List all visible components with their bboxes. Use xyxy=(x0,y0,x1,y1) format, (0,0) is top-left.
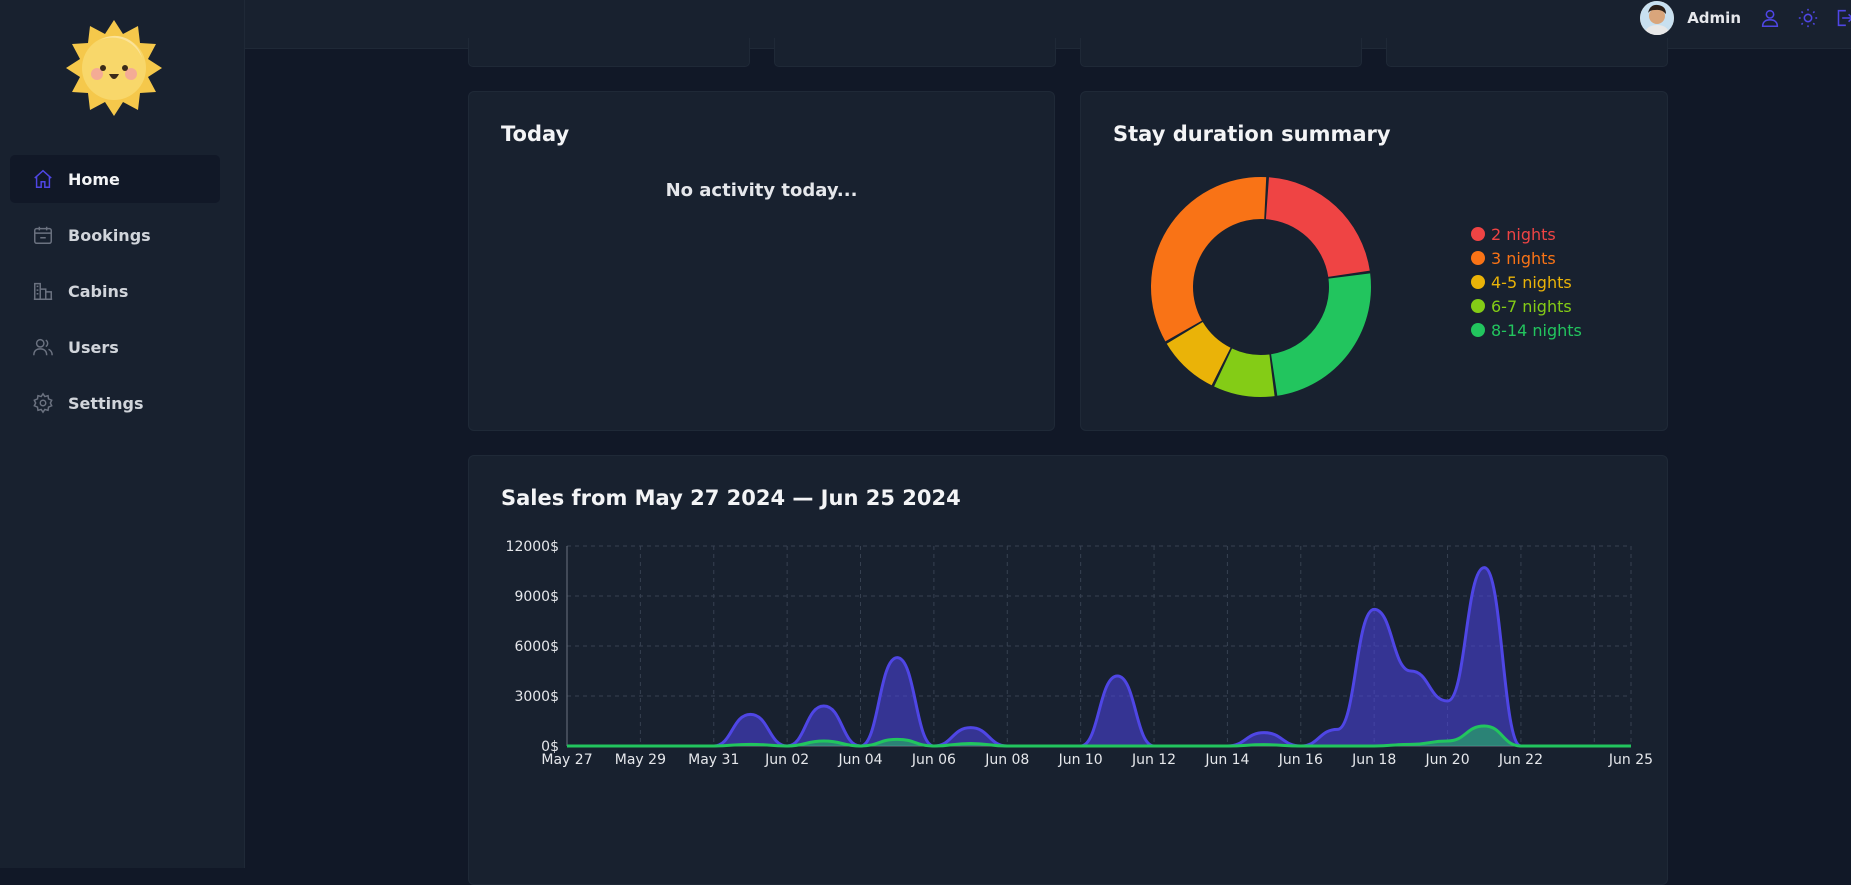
y-tick-label: 0$ xyxy=(541,739,559,755)
x-tick-label: Jun 25 xyxy=(1608,752,1653,768)
legend-item[interactable]: 4-5 nights xyxy=(1471,270,1582,294)
nav-label: Home xyxy=(68,169,120,189)
legend-item[interactable]: 6-7 nights xyxy=(1471,294,1582,318)
duration-donut-chart xyxy=(1151,177,1371,397)
x-tick-label: Jun 18 xyxy=(1351,752,1396,768)
main-nav: Home Bookings Cabins Users Settings xyxy=(10,155,220,435)
legend-dot xyxy=(1471,323,1485,337)
x-tick-label: Jun 12 xyxy=(1131,752,1176,768)
nav-label: Cabins xyxy=(68,281,129,301)
x-tick-label: Jun 14 xyxy=(1204,752,1249,768)
legend-dot xyxy=(1471,299,1485,313)
logo xyxy=(64,18,164,118)
cabin-icon xyxy=(33,282,53,300)
home-icon xyxy=(34,169,52,188)
y-tick-label: 9000$ xyxy=(514,589,559,605)
legend-label: 8-14 nights xyxy=(1491,320,1582,340)
avatar xyxy=(1640,1,1675,35)
legend-label: 2 nights xyxy=(1491,224,1556,244)
today-title: Today xyxy=(501,122,570,146)
x-tick-label: Jun 02 xyxy=(764,752,809,768)
nav-item-settings[interactable]: Settings xyxy=(10,379,220,427)
gear-icon xyxy=(33,392,53,414)
series-line[interactable] xyxy=(566,724,1631,748)
x-tick-label: Jun 20 xyxy=(1424,752,1469,768)
donut-slice[interactable] xyxy=(1166,322,1231,386)
x-tick-label: Jun 04 xyxy=(837,752,882,768)
nav-item-users[interactable]: Users xyxy=(10,323,220,371)
sales-card: Sales from May 27 2024 — Jun 25 2024 0$ 3… xyxy=(468,455,1668,885)
series-line[interactable] xyxy=(566,566,1631,748)
user-icon[interactable] xyxy=(1759,7,1781,29)
stat-card-stub xyxy=(1080,38,1362,67)
stay-duration-title: Stay duration summary xyxy=(1113,122,1391,146)
x-tick-label: May 31 xyxy=(688,752,739,768)
series-area xyxy=(567,567,1631,746)
today-empty-message: No activity today... xyxy=(665,180,858,201)
legend-dot xyxy=(1471,275,1485,289)
logout-icon[interactable] xyxy=(1833,7,1851,29)
nav-item-home[interactable]: Home xyxy=(10,155,220,203)
stat-card-stub xyxy=(1386,38,1668,67)
legend-item[interactable]: 3 nights xyxy=(1471,246,1582,270)
sales-area-chart: 0$ 3000$ 6000$ 9000$ 12000$ May 27 May 29 May 3… xyxy=(506,539,1654,768)
legend-label: 3 nights xyxy=(1491,248,1556,268)
legend-item[interactable]: 2 nights xyxy=(1471,222,1582,246)
x-tick-label: Jun 16 xyxy=(1278,752,1323,768)
donut-slice[interactable] xyxy=(1214,348,1275,397)
today-card: Today No activity today... xyxy=(468,91,1055,431)
users-icon xyxy=(33,338,53,356)
x-tick-label: Jun 10 xyxy=(1058,752,1103,768)
donut-slice[interactable] xyxy=(1265,177,1370,277)
sun-icon[interactable] xyxy=(1797,7,1819,29)
legend-dot xyxy=(1471,227,1485,241)
donut-slice[interactable] xyxy=(1151,177,1267,342)
nav-item-bookings[interactable]: Bookings xyxy=(10,211,220,259)
user-menu[interactable]: Admin xyxy=(1640,0,1741,36)
nav-label: Settings xyxy=(68,393,144,413)
sales-title: Sales from May 27 2024 — Jun 25 2024 xyxy=(501,486,961,510)
x-tick-label: Jun 08 xyxy=(984,752,1029,768)
sidebar: Home Bookings Cabins Users Settings xyxy=(0,0,245,868)
y-tick-label: 3000$ xyxy=(514,689,559,705)
y-tick-label: 12000$ xyxy=(506,539,559,555)
legend-dot xyxy=(1471,251,1485,265)
x-tick-label: Jun 06 xyxy=(911,752,956,768)
duration-legend: 2 nights 3 nights 4-5 nights 6-7 nights 8-14… xyxy=(1471,222,1582,342)
nav-label: Bookings xyxy=(68,225,151,245)
calendar-icon xyxy=(34,226,52,244)
legend-label: 4-5 nights xyxy=(1491,272,1572,292)
user-name: Admin xyxy=(1687,9,1741,27)
x-tick-label: Jun 22 xyxy=(1498,752,1543,768)
y-tick-label: 6000$ xyxy=(514,639,559,655)
stat-card-stub xyxy=(774,38,1056,67)
nav-item-cabins[interactable]: Cabins xyxy=(10,267,220,315)
x-tick-label: May 27 xyxy=(541,752,592,768)
stay-duration-card: Stay duration summary 2 nights 3 nights 4-… xyxy=(1080,91,1668,431)
legend-item[interactable]: 8-14 nights xyxy=(1471,318,1582,342)
nav-label: Users xyxy=(68,337,119,357)
stat-card-stub xyxy=(468,38,750,67)
legend-label: 6-7 nights xyxy=(1491,296,1572,316)
donut-slice[interactable] xyxy=(1271,273,1371,396)
x-tick-label: May 29 xyxy=(615,752,666,768)
